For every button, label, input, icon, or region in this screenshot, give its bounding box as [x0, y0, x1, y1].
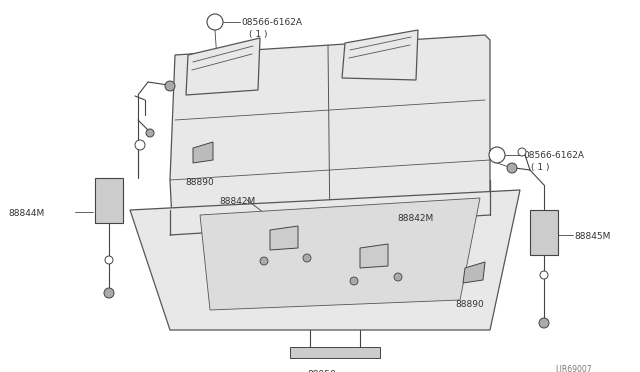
- Circle shape: [489, 147, 505, 163]
- Circle shape: [303, 254, 311, 262]
- Polygon shape: [200, 198, 480, 310]
- Text: ( 1 ): ( 1 ): [249, 30, 268, 39]
- Circle shape: [165, 81, 175, 91]
- Circle shape: [104, 288, 114, 298]
- Circle shape: [540, 271, 548, 279]
- Text: 88842M: 88842M: [219, 197, 255, 206]
- Text: 08566-6162A: 08566-6162A: [523, 151, 584, 160]
- Text: 88844M: 88844M: [8, 209, 44, 218]
- Polygon shape: [170, 35, 490, 240]
- Text: S: S: [495, 154, 499, 163]
- Polygon shape: [270, 226, 298, 250]
- Polygon shape: [290, 347, 380, 358]
- Polygon shape: [530, 210, 558, 255]
- Polygon shape: [342, 30, 418, 80]
- Polygon shape: [193, 142, 213, 163]
- Circle shape: [105, 256, 113, 264]
- Circle shape: [518, 148, 526, 156]
- Text: S: S: [212, 21, 218, 30]
- Circle shape: [207, 14, 223, 30]
- Text: ( 1 ): ( 1 ): [531, 163, 550, 172]
- Text: J.IR69007: J.IR69007: [555, 365, 591, 372]
- Circle shape: [507, 163, 517, 173]
- Text: 08566-6162A: 08566-6162A: [241, 18, 302, 27]
- Circle shape: [146, 129, 154, 137]
- Text: 88890: 88890: [455, 300, 484, 309]
- Circle shape: [539, 318, 549, 328]
- Circle shape: [260, 257, 268, 265]
- Polygon shape: [186, 38, 260, 95]
- Polygon shape: [130, 190, 520, 330]
- Polygon shape: [95, 178, 123, 223]
- Text: 88890: 88890: [185, 178, 214, 187]
- Text: 88845M: 88845M: [574, 232, 611, 241]
- Circle shape: [350, 277, 358, 285]
- Polygon shape: [360, 244, 388, 268]
- Text: 88842M: 88842M: [397, 214, 433, 223]
- Circle shape: [135, 140, 145, 150]
- Circle shape: [394, 273, 402, 281]
- Text: 88950: 88950: [307, 370, 336, 372]
- Polygon shape: [463, 262, 485, 283]
